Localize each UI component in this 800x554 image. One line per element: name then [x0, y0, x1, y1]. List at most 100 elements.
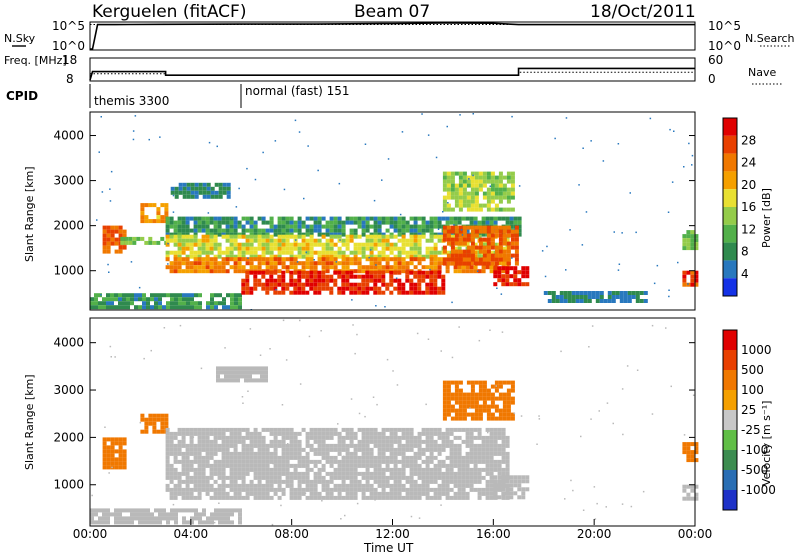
heatmap-cell	[473, 250, 478, 255]
heatmap-cell	[413, 224, 418, 229]
heatmap-cell	[486, 241, 491, 246]
heatmap-cell	[470, 207, 475, 212]
heatmap-cell	[144, 421, 149, 426]
heatmap-cell	[393, 228, 398, 233]
heatmap-cell	[381, 282, 386, 287]
heatmap-cell	[148, 236, 153, 241]
heatmap-cell	[450, 257, 455, 262]
heatmap-cell	[466, 380, 471, 385]
noise-cell	[656, 264, 659, 267]
heatmap-cell	[293, 265, 298, 270]
heatmap-cell	[225, 257, 230, 262]
heatmap-cell	[474, 199, 479, 204]
heatmap-cell	[170, 516, 174, 521]
heatmap-cell	[197, 455, 202, 460]
noise-cell	[430, 490, 433, 492]
heatmap-cell	[305, 265, 310, 270]
heatmap-cell	[138, 516, 142, 521]
heatmap-cell	[285, 265, 290, 270]
heatmap-cell	[309, 491, 314, 496]
heatmap-cell	[185, 447, 190, 452]
heatmap-cell	[209, 431, 214, 436]
heatmap-cell	[458, 233, 463, 238]
heatmap-cell	[264, 370, 268, 375]
heatmap-cell	[361, 274, 366, 279]
heatmap-cell	[449, 427, 454, 432]
heatmap-cell	[256, 378, 260, 383]
heatmap-cell	[393, 495, 398, 500]
heatmap-cell	[189, 475, 194, 480]
heatmap-cell	[160, 417, 165, 422]
heatmap-cell	[297, 459, 302, 464]
heatmap-cell	[349, 216, 354, 221]
heatmap-cell	[333, 459, 338, 464]
heatmap-cell	[226, 186, 231, 191]
heatmap-cell	[229, 265, 234, 270]
heatmap-cell	[233, 463, 238, 468]
heatmap-cell	[213, 479, 218, 484]
heatmap-cell	[166, 512, 170, 517]
heatmap-cell	[260, 366, 264, 371]
heatmap-cell	[174, 516, 178, 521]
heatmap-cell	[510, 380, 515, 385]
heatmap-cell	[401, 455, 406, 460]
heatmap-cell	[110, 301, 114, 306]
heatmap-cell	[144, 417, 149, 422]
heatmap-cell	[497, 447, 502, 452]
heatmap-cell	[305, 242, 310, 247]
heatmap-cell	[181, 216, 186, 221]
heatmap-cell	[449, 455, 454, 460]
heatmap-cell	[309, 250, 314, 255]
heatmap-cell	[106, 516, 110, 521]
colorbar-swatch	[723, 370, 737, 390]
heatmap-cell	[337, 224, 342, 229]
heatmap-cell	[313, 427, 318, 432]
heatmap-cell	[189, 234, 194, 239]
heatmap-cell	[462, 408, 467, 413]
heatmap-cell	[369, 447, 374, 452]
heatmap-cell	[158, 516, 162, 521]
heatmap-cell	[477, 234, 482, 239]
heatmap-cell	[269, 459, 274, 464]
heatmap-cell	[421, 439, 426, 444]
heatmap-cell	[694, 242, 699, 247]
heatmap-cell	[205, 257, 210, 262]
heatmap-cell	[417, 443, 422, 448]
heatmap-cell	[321, 487, 326, 492]
noise-cell	[213, 521, 216, 524]
heatmap-cell	[150, 297, 154, 302]
heatmap-cell	[321, 431, 326, 436]
heatmap-cell	[377, 242, 382, 247]
heatmap-cell	[425, 274, 430, 279]
heatmap-cell	[466, 400, 471, 405]
heatmap-cell	[478, 245, 483, 250]
heatmap-cell	[325, 254, 330, 259]
heatmap-cell	[517, 224, 522, 229]
heatmap-cell	[190, 516, 194, 521]
heatmap-cell	[490, 195, 495, 200]
heatmap-cell	[502, 233, 507, 238]
heatmap-cell	[329, 491, 334, 496]
heatmap-cell	[241, 278, 246, 283]
heatmap-cell	[682, 238, 687, 243]
heatmap-cell	[126, 301, 130, 306]
heatmap-cell	[465, 216, 470, 221]
heatmap-cell	[269, 216, 274, 221]
heatmap-cell	[485, 220, 490, 225]
heatmap-cell	[502, 187, 507, 192]
heatmap-cell	[450, 195, 455, 200]
heatmap-cell	[285, 220, 290, 225]
heatmap-cell	[433, 467, 438, 472]
heatmap-cell	[309, 216, 314, 221]
noise-cell	[578, 184, 580, 186]
heatmap-cell	[345, 220, 350, 225]
noise-cell	[343, 455, 345, 458]
heatmap-cell	[497, 487, 502, 492]
heatmap-cell	[329, 475, 334, 480]
heatmap-cell	[462, 179, 467, 184]
heatmap-cell	[465, 475, 470, 480]
heatmap-cell	[182, 305, 186, 310]
heatmap-cell	[429, 220, 434, 225]
heatmap-cell	[305, 487, 310, 492]
heatmap-cell	[429, 443, 434, 448]
